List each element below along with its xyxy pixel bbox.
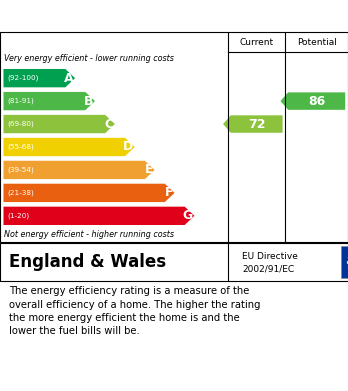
Polygon shape	[3, 69, 75, 87]
Polygon shape	[3, 161, 155, 179]
Text: (21-38): (21-38)	[8, 190, 34, 196]
Text: 86: 86	[308, 95, 325, 108]
Text: F: F	[165, 187, 173, 199]
Text: Current: Current	[239, 38, 274, 47]
Text: C: C	[104, 118, 113, 131]
Text: B: B	[84, 95, 94, 108]
Text: (69-80): (69-80)	[8, 121, 34, 127]
Text: G: G	[183, 209, 193, 222]
Polygon shape	[223, 115, 283, 133]
Text: (92-100): (92-100)	[8, 75, 39, 81]
Text: A: A	[64, 72, 74, 84]
Polygon shape	[3, 184, 175, 202]
Bar	[341, 246, 348, 278]
Polygon shape	[3, 138, 135, 156]
Text: E: E	[145, 163, 153, 176]
Text: Potential: Potential	[297, 38, 337, 47]
Text: EU Directive: EU Directive	[242, 252, 298, 261]
Text: (55-68): (55-68)	[8, 144, 34, 150]
Text: England & Wales: England & Wales	[9, 253, 166, 271]
Text: Not energy efficient - higher running costs: Not energy efficient - higher running co…	[4, 230, 174, 239]
Text: (81-91): (81-91)	[8, 98, 34, 104]
Polygon shape	[280, 92, 345, 110]
Text: Energy Efficiency Rating: Energy Efficiency Rating	[9, 9, 230, 24]
Text: Very energy efficient - lower running costs: Very energy efficient - lower running co…	[4, 54, 174, 63]
Polygon shape	[3, 207, 195, 225]
Text: 72: 72	[248, 118, 266, 131]
Polygon shape	[3, 115, 115, 133]
Text: 2002/91/EC: 2002/91/EC	[242, 264, 294, 273]
Text: D: D	[123, 140, 133, 154]
Text: (1-20): (1-20)	[8, 213, 30, 219]
Text: The energy efficiency rating is a measure of the
overall efficiency of a home. T: The energy efficiency rating is a measur…	[9, 286, 260, 336]
Polygon shape	[3, 92, 95, 110]
Text: (39-54): (39-54)	[8, 167, 34, 173]
